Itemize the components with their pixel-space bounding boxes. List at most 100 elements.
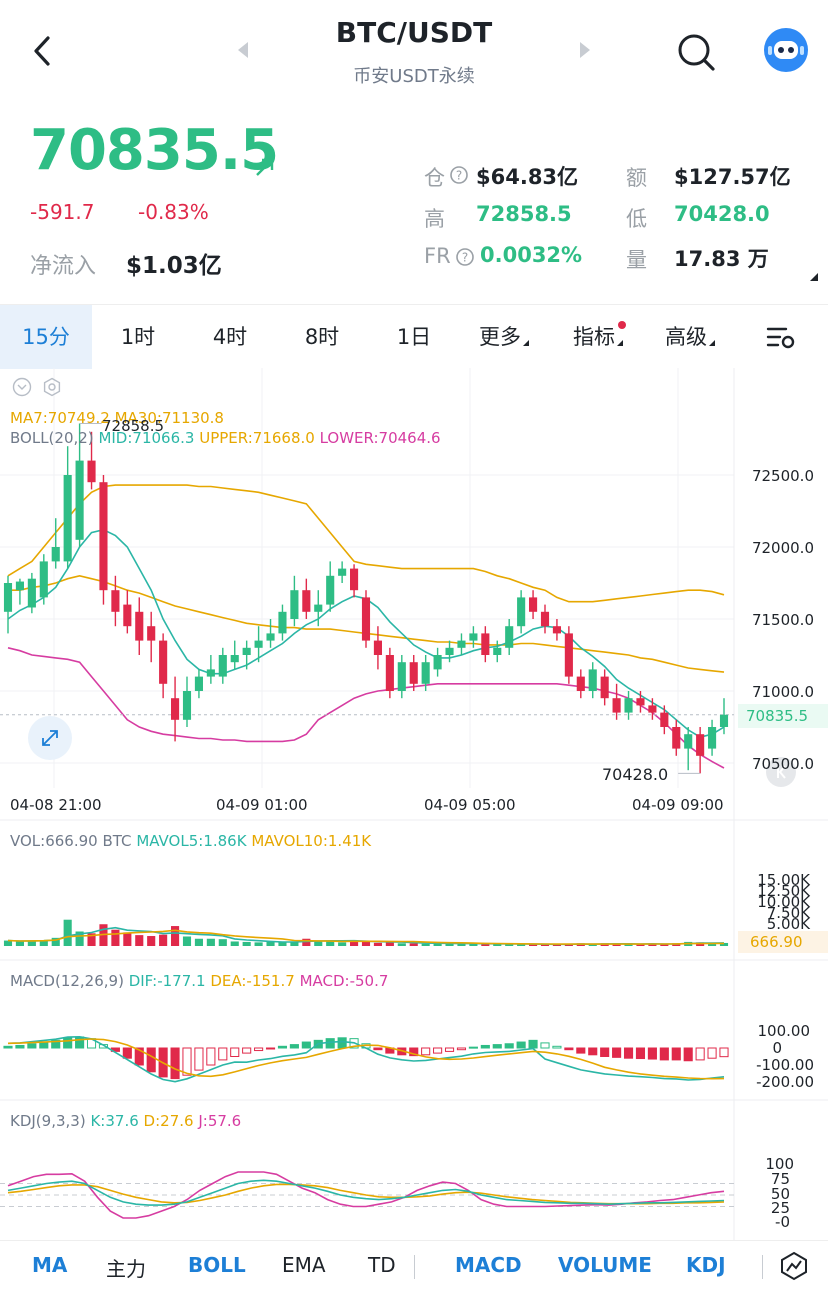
ind-td[interactable]: TD — [368, 1253, 396, 1277]
macd-bar — [623, 1047, 634, 1059]
macd-bar — [265, 1047, 276, 1050]
mavol5: MAVOL5:1.86K — [136, 832, 247, 850]
expand-corner-icon[interactable] — [808, 268, 820, 287]
next-symbol-icon[interactable] — [578, 40, 592, 64]
tab-indicators-label: 指标 — [573, 325, 615, 349]
volume-bar — [230, 941, 239, 946]
macd-bar — [3, 1045, 13, 1049]
candle-body — [75, 460, 84, 540]
tab-4h[interactable]: 4时 — [212, 325, 248, 349]
macd-value: MACD:-50.7 — [299, 972, 389, 990]
x-tick: 04-09 01:00 — [216, 796, 308, 814]
candle-body — [612, 698, 621, 713]
kdj-y-tick: 50 — [770, 1185, 790, 1203]
macd-bar — [600, 1047, 610, 1057]
tab-1d[interactable]: 1日 — [396, 325, 432, 349]
volume-bar — [719, 942, 729, 946]
volume-bar — [457, 943, 466, 946]
symbol-title[interactable]: BTC/USDT — [335, 16, 493, 49]
indicator-settings-icon[interactable] — [42, 377, 62, 401]
volume-bar — [433, 943, 442, 946]
macd-bar — [612, 1047, 622, 1058]
search-button[interactable] — [676, 32, 716, 76]
ind-main-force[interactable]: 主力 — [106, 1257, 146, 1281]
volume-bar — [206, 938, 215, 946]
back-button[interactable] — [28, 34, 58, 68]
tab-advanced[interactable]: 高级 — [650, 305, 730, 369]
macd-legend: MACD(12,26,9) DIF:-177.1 DEA:-151.7 MACD… — [10, 972, 388, 990]
last-price: 70835.5 — [30, 118, 279, 183]
tab-1h[interactable]: 1时 — [120, 325, 156, 349]
collapse-icon[interactable] — [12, 377, 32, 401]
chart-settings-button[interactable] — [766, 325, 796, 355]
macd-bar — [373, 1047, 383, 1051]
kdj-y-tick: 25 — [770, 1199, 790, 1217]
candle-body — [517, 597, 526, 627]
candle-body — [361, 597, 371, 641]
volume-bar — [540, 944, 550, 946]
vol-current-tag: 666.90 — [738, 931, 828, 953]
tab-indicators[interactable]: 指标 — [558, 305, 638, 369]
macd-bar — [492, 1044, 502, 1049]
oi-help-icon[interactable]: ? — [450, 166, 468, 188]
macd-dif: DIF:-177.1 — [128, 972, 206, 990]
candle-body — [206, 669, 215, 677]
volume-bar — [660, 944, 669, 946]
netflow-label: 净流入 — [30, 254, 97, 279]
candle-body — [314, 604, 323, 612]
y-tick: 70500.0 — [751, 755, 814, 773]
macd-bar — [444, 1047, 455, 1052]
symbol-subtitle: 币安USDT永续 — [353, 66, 475, 87]
ind-ma[interactable]: MA — [32, 1253, 68, 1277]
macd-bar — [146, 1047, 156, 1073]
macd-bar — [456, 1047, 467, 1051]
expand-chart-button[interactable] — [28, 716, 72, 760]
kdj-j-line — [7, 1171, 725, 1219]
macd-dif-line — [7, 1035, 725, 1083]
candle-body — [636, 698, 645, 706]
prev-symbol-icon[interactable] — [236, 40, 250, 64]
ind-kdj[interactable]: KDJ — [686, 1253, 726, 1277]
kline-chart[interactable] — [0, 368, 828, 1240]
tab-more[interactable]: 更多 — [464, 305, 544, 369]
scroll-right-icon — [777, 765, 786, 779]
volume-bar — [373, 942, 382, 946]
macd-y-tick: -200.00 — [756, 1073, 814, 1091]
volume-bar — [63, 919, 72, 946]
volume-bar — [469, 943, 478, 946]
macd-bar — [540, 1042, 550, 1049]
oi-label: 仓 — [424, 166, 445, 190]
kdj-d-line — [7, 1183, 725, 1205]
indicator-bar: MA 主力 BOLL EMA TD MACD VOLUME KDJ — [0, 1240, 828, 1290]
candle-body — [242, 647, 251, 655]
tab-8h[interactable]: 8时 — [304, 325, 340, 349]
amount-value: $127.57亿 — [674, 165, 791, 189]
volume-bar — [708, 943, 717, 946]
volume-bar — [254, 942, 263, 946]
candle-body — [218, 655, 227, 677]
ind-volume[interactable]: VOLUME — [558, 1253, 652, 1277]
macd-bar — [588, 1047, 598, 1056]
macd-bar — [647, 1047, 657, 1060]
volume-bar — [27, 940, 36, 946]
scroll-latest-button[interactable] — [766, 757, 796, 787]
ind-macd[interactable]: MACD — [455, 1253, 522, 1277]
macd-bar — [289, 1044, 299, 1049]
robot-avatar-icon[interactable] — [764, 28, 808, 72]
x-tick: 04-08 21:00 — [10, 796, 102, 814]
candle-body — [540, 611, 550, 627]
chart-mode-button[interactable] — [780, 1251, 808, 1285]
ind-ema[interactable]: EMA — [282, 1253, 326, 1277]
volume-bar — [326, 941, 335, 946]
chart-mode-icon — [781, 1251, 807, 1281]
macd-bar — [182, 1047, 192, 1076]
vol-value: 17.83 万 — [674, 247, 769, 271]
ind-boll[interactable]: BOLL — [188, 1253, 246, 1277]
oi-value: $64.83亿 — [476, 165, 579, 189]
svg-text:?: ? — [456, 169, 462, 183]
amount-label: 额 — [626, 166, 647, 190]
tab-15m[interactable]: 15分 — [0, 305, 92, 369]
candle-body — [445, 647, 454, 655]
fr-help-icon[interactable]: ? — [456, 248, 474, 270]
volume-bar — [517, 944, 526, 946]
